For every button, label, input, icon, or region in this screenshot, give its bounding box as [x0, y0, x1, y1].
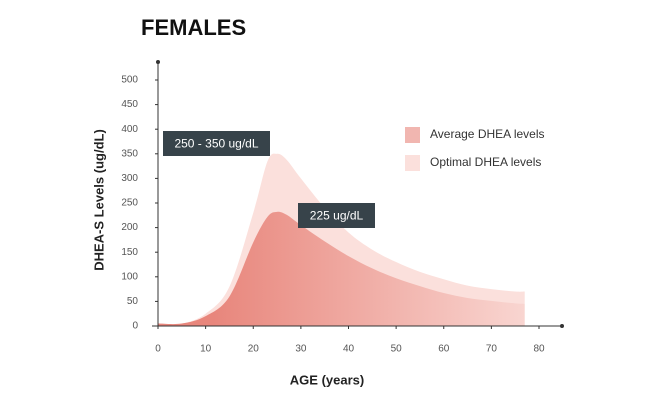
y-tick-label: 400 — [121, 124, 138, 135]
x-tick-label: 0 — [155, 344, 161, 355]
legend-label: Average DHEA levels — [430, 127, 545, 141]
y-tick-label: 100 — [121, 271, 138, 282]
y-tick-label: 0 — [132, 321, 138, 332]
axis-end — [156, 60, 160, 64]
x-tick-label: 10 — [200, 344, 212, 355]
legend-label: Optimal DHEA levels — [430, 155, 541, 169]
annotation: 250 - 350 ug/dL — [174, 137, 258, 151]
legend-swatch — [405, 155, 420, 171]
x-tick-label: 80 — [533, 344, 545, 355]
y-tick-label: 450 — [121, 99, 138, 110]
y-tick-label: 50 — [127, 296, 139, 307]
area — [158, 211, 525, 326]
x-tick-label: 50 — [391, 344, 403, 355]
x-tick-label: 70 — [486, 344, 498, 355]
chart-title: FEMALES — [141, 15, 246, 40]
annotation: 225 ug/dL — [310, 209, 364, 223]
legend-swatch — [405, 127, 420, 143]
x-axis-title: AGE (years) — [290, 372, 364, 387]
y-axis-title: DHEA-S Levels (ug/dL) — [91, 129, 106, 271]
y-tick-label: 150 — [121, 247, 138, 258]
y-tick-label: 300 — [121, 173, 138, 184]
axis-end — [560, 324, 564, 328]
y-tick-label: 250 — [121, 198, 138, 209]
annotation-box — [298, 203, 375, 228]
y-tick-label: 200 — [121, 222, 138, 233]
x-tick-label: 20 — [248, 344, 260, 355]
x-tick-label: 30 — [295, 344, 307, 355]
annotation-box — [163, 131, 270, 156]
y-tick-label: 500 — [121, 75, 138, 86]
y-tick-label: 350 — [121, 148, 138, 159]
x-tick-label: 40 — [343, 344, 355, 355]
x-tick-label: 60 — [438, 344, 450, 355]
